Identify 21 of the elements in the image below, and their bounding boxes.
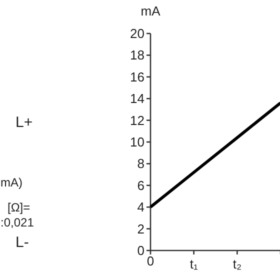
text: L- xyxy=(16,234,29,251)
y-tick-label: 16 xyxy=(130,69,145,84)
text: [Ω]= xyxy=(8,200,30,214)
y-tick-label: 14 xyxy=(130,91,145,106)
y-tick-label: 8 xyxy=(137,156,145,172)
x-tick-label: t₁ xyxy=(190,256,198,272)
x-tick-label: 0 xyxy=(146,254,154,268)
y-tick-label: 12 xyxy=(130,112,145,128)
text: L+ xyxy=(16,114,33,131)
text: mA) xyxy=(0,176,22,190)
y-tick-label: 4 xyxy=(137,200,145,215)
y-tick-label: 2 xyxy=(137,221,145,236)
y-tick-label: 10 xyxy=(130,134,145,150)
y-tick-label: 0 xyxy=(137,243,145,258)
x-tick-label: t₂ xyxy=(232,256,242,272)
line-series xyxy=(149,101,280,209)
y-tick-label: 18 xyxy=(130,48,145,63)
y-tick-label: 6 xyxy=(137,178,145,193)
y-axis-title: mA xyxy=(140,4,161,18)
y-tick-label: 20 xyxy=(130,26,145,41)
text: :0,021 xyxy=(0,216,34,230)
